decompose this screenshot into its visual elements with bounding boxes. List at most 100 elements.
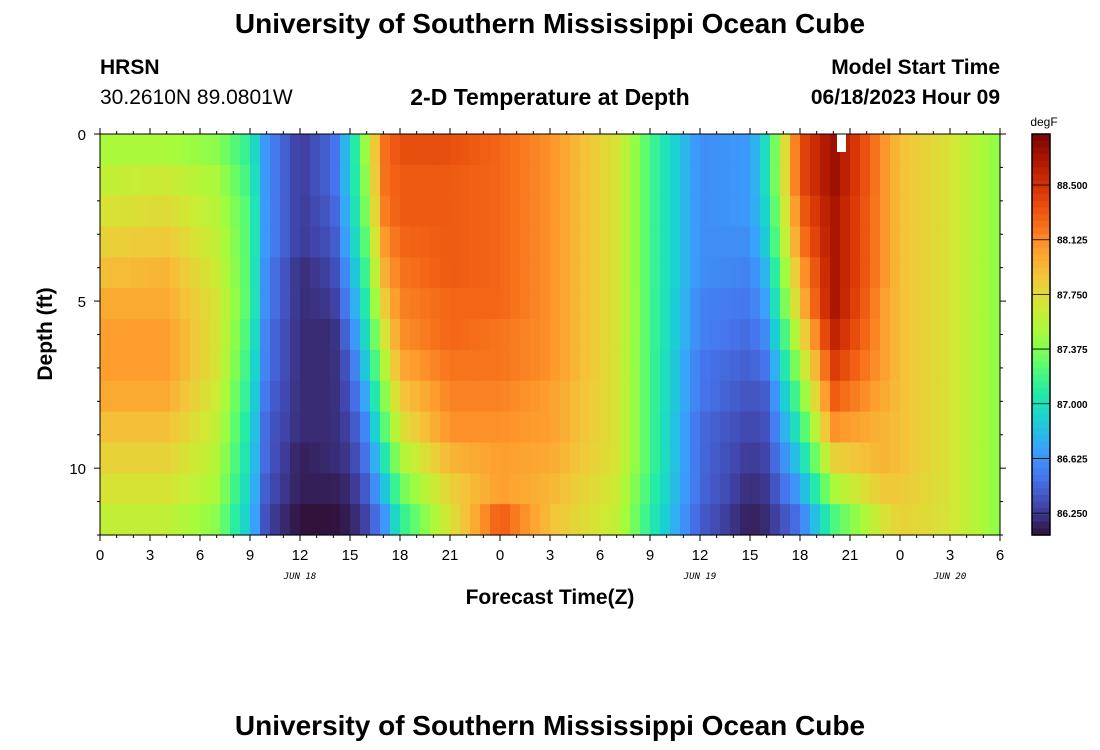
- heatmap-cell: [580, 319, 591, 351]
- heatmap-cell: [310, 442, 321, 474]
- heatmap-cell: [440, 411, 451, 444]
- heatmap-cell: [630, 226, 641, 258]
- heatmap-cell: [280, 195, 291, 228]
- heatmap-cell: [570, 319, 581, 351]
- heatmap-cell: [510, 195, 521, 228]
- heatmap-cell: [300, 349, 311, 382]
- heatmap-cell: [910, 226, 921, 258]
- heatmap-cell: [900, 380, 911, 413]
- heatmap-cell: [820, 473, 831, 505]
- colorbar-segment: [1032, 167, 1050, 175]
- heatmap-cell: [100, 257, 111, 289]
- heatmap-cell: [870, 134, 881, 166]
- heatmap-cell: [730, 319, 741, 351]
- heatmap-cell: [790, 319, 801, 351]
- heatmap-cell: [640, 134, 651, 166]
- heatmap-cell: [810, 380, 821, 413]
- heatmap-cell: [810, 257, 821, 289]
- heatmap-cell: [950, 288, 961, 320]
- heatmap-cell: [480, 411, 491, 444]
- heatmap-cell: [490, 380, 501, 413]
- colorbar-segment: [1032, 247, 1050, 255]
- heatmap-cell: [620, 349, 631, 382]
- heatmap-cell: [830, 226, 841, 258]
- heatmap-cell: [960, 195, 971, 228]
- heatmap-cell: [770, 411, 781, 444]
- heatmap-cell: [490, 349, 501, 382]
- heatmap-cell: [580, 226, 591, 258]
- heatmap-cell: [470, 195, 481, 228]
- heatmap-cell: [300, 380, 311, 413]
- heatmap-cell: [120, 257, 131, 289]
- heatmap-cell: [960, 257, 971, 289]
- heatmap-cell: [110, 442, 121, 474]
- heatmap-cell: [310, 257, 321, 289]
- x-tick-label: 21: [442, 547, 459, 564]
- heatmap-cell: [400, 380, 411, 413]
- heatmap-cell: [630, 257, 641, 289]
- heatmap-cell: [170, 380, 181, 413]
- heatmap-cell: [290, 319, 301, 351]
- heatmap-cell: [520, 226, 531, 258]
- heatmap-cell: [560, 442, 571, 474]
- x-tick-label: 6: [996, 547, 1004, 564]
- heatmap-cell: [200, 473, 211, 505]
- heatmap-cell: [890, 473, 901, 505]
- heatmap-cell: [850, 257, 861, 289]
- heatmap-cell: [820, 380, 831, 413]
- heatmap-cell: [880, 257, 891, 289]
- colorbar-tick-label: 86.250: [1057, 509, 1088, 520]
- heatmap-cell: [130, 349, 141, 382]
- heatmap-cell: [840, 473, 851, 505]
- heatmap-cell: [770, 442, 781, 474]
- heatmap-cell: [400, 411, 411, 444]
- heatmap-cell: [220, 134, 231, 166]
- heatmap-cell: [680, 226, 691, 258]
- heatmap-cell: [490, 319, 501, 351]
- heatmap-cell: [380, 226, 391, 258]
- heatmap-cell: [890, 226, 901, 258]
- heatmap-cell: [390, 380, 401, 413]
- heatmap-cell: [630, 195, 641, 228]
- heatmap-cell: [340, 164, 351, 197]
- heatmap-cell: [750, 473, 761, 505]
- heatmap-cell: [550, 473, 561, 505]
- heatmap-cell: [710, 349, 721, 382]
- colorbar-segment: [1032, 481, 1050, 489]
- heatmap-cell: [590, 319, 601, 351]
- heatmap-cell: [690, 442, 701, 474]
- heatmap-cell: [920, 504, 931, 536]
- heatmap-cell: [220, 319, 231, 351]
- heatmap-cell: [210, 442, 221, 474]
- heatmap-cell: [580, 411, 591, 444]
- heatmap-cell: [670, 473, 681, 505]
- heatmap-cell: [160, 380, 171, 413]
- heatmap-cell: [420, 349, 431, 382]
- heatmap-cell: [210, 134, 221, 166]
- heatmap-cell: [970, 257, 981, 289]
- heatmap-cell: [570, 411, 581, 444]
- y-tick-label: 0: [78, 127, 86, 144]
- heatmap-cell: [350, 442, 361, 474]
- heatmap-cell: [680, 257, 691, 289]
- heatmap-cell: [140, 319, 151, 351]
- colorbar-segment: [1032, 434, 1050, 443]
- heatmap-cell: [150, 473, 161, 505]
- x-tick-label: 3: [946, 547, 954, 564]
- heatmap-cell: [270, 380, 281, 413]
- heatmap-cell: [370, 380, 381, 413]
- heatmap-cell: [750, 134, 761, 166]
- heatmap-cell: [670, 349, 681, 382]
- heatmap-cell: [540, 226, 551, 258]
- heatmap-cell: [290, 195, 301, 228]
- heatmap-cell: [810, 411, 821, 444]
- heatmap-cell: [190, 380, 201, 413]
- heatmap-cell: [630, 319, 641, 351]
- heatmap-cell: [210, 257, 221, 289]
- heatmap-cell: [480, 319, 491, 351]
- heatmap-cell: [230, 195, 241, 228]
- colorbar-segment: [1032, 274, 1050, 282]
- heatmap-cell: [140, 411, 151, 444]
- heatmap-cell: [120, 411, 131, 444]
- heatmap-cell: [920, 380, 931, 413]
